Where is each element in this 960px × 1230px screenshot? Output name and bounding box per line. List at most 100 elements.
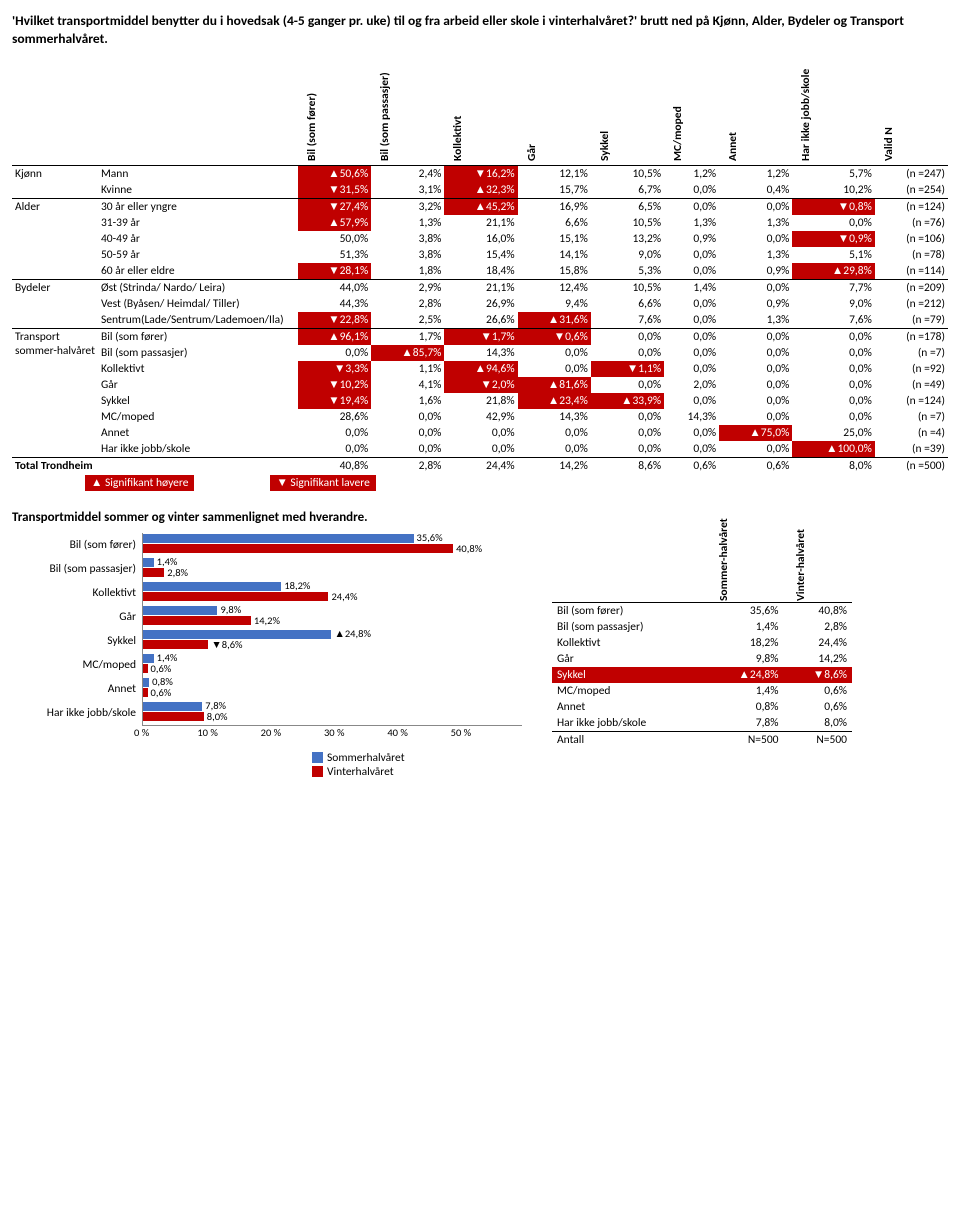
data-cell: ▲29,8%: [792, 263, 875, 280]
bar-value-label: 24,4%: [331, 592, 357, 602]
bar-value-label: 9,8%: [220, 605, 241, 615]
bar-chart: Bil (som fører)35,6%40,8%Bil (som passas…: [12, 533, 532, 725]
data-cell: 1,2%: [719, 165, 792, 182]
bar-summer: [143, 606, 217, 615]
data-cell: 3,1%: [371, 182, 444, 199]
data-cell: 0,0%: [591, 425, 664, 441]
data-cell: 0,0%: [719, 377, 792, 393]
data-cell: ▼28,1%: [298, 263, 371, 280]
data-cell: 0,4%: [719, 182, 792, 199]
data-cell: (n =78): [875, 247, 948, 263]
data-cell: ▲57,9%: [298, 215, 371, 231]
data-cell: 9,0%: [792, 296, 875, 312]
data-cell: 10,5%: [591, 279, 664, 296]
data-cell: ▲31,6%: [518, 312, 591, 329]
small-row-label: Sykkel: [552, 667, 706, 683]
small-cell: 40,8%: [783, 603, 852, 620]
data-cell: (n =254): [875, 182, 948, 199]
data-cell: 28,6%: [298, 409, 371, 425]
data-cell: 0,0%: [792, 345, 875, 361]
section2-title: Transportmiddel sommer og vinter sammenl…: [12, 510, 948, 525]
data-cell: 0,0%: [719, 279, 792, 296]
data-cell: 0,0%: [371, 425, 444, 441]
data-cell: 0,0%: [298, 425, 371, 441]
data-cell: 18,4%: [444, 263, 517, 280]
data-cell: 0,9%: [719, 296, 792, 312]
data-cell: (n =247): [875, 165, 948, 182]
data-cell: 0,0%: [792, 328, 875, 345]
bar-winter: [143, 664, 148, 673]
data-cell: 0,0%: [664, 247, 719, 263]
axis-tick: 50 %: [451, 726, 514, 739]
data-cell: (n =212): [875, 296, 948, 312]
chart-category-label: Bil (som passasjer): [12, 562, 142, 576]
data-cell: 2,5%: [371, 312, 444, 329]
data-cell: 6,7%: [591, 182, 664, 199]
bar-summer: [143, 558, 154, 567]
bar-value-label: ▼8,6%: [211, 640, 242, 650]
data-cell: 0,0%: [591, 441, 664, 458]
data-cell: 44,3%: [298, 296, 371, 312]
data-cell: 0,0%: [664, 263, 719, 280]
data-cell: ▲33,9%: [591, 393, 664, 409]
data-cell: ▼2,0%: [444, 377, 517, 393]
data-cell: 1,7%: [371, 328, 444, 345]
col-head: Sykkel: [591, 55, 664, 165]
chart-category-label: Har ikke jobb/skole: [12, 706, 142, 720]
data-cell: 15,1%: [518, 231, 591, 247]
axis-tick: 20 %: [261, 726, 324, 739]
col-head: Går: [518, 55, 591, 165]
data-cell: 3,2%: [371, 198, 444, 215]
chart-category-label: Bil (som fører): [12, 538, 142, 552]
data-cell: 0,0%: [719, 441, 792, 458]
bar-winter: [143, 592, 328, 601]
small-cell: ▲24,8%: [706, 667, 784, 683]
data-cell: (n =76): [875, 215, 948, 231]
bar-value-label: 18,2%: [284, 581, 310, 591]
data-cell: ▲96,1%: [298, 328, 371, 345]
data-cell: ▲94,6%: [444, 361, 517, 377]
bar-summer: [143, 678, 149, 687]
data-cell: 7,6%: [792, 312, 875, 329]
data-cell: 1,1%: [371, 361, 444, 377]
data-cell: 0,0%: [664, 393, 719, 409]
data-cell: 0,0%: [518, 425, 591, 441]
data-cell: ▲23,4%: [518, 393, 591, 409]
total-cell: (n =500): [875, 457, 948, 474]
row-label: 60 år eller eldre: [98, 263, 298, 280]
data-cell: 0,0%: [664, 361, 719, 377]
crosstab-table: Bil (som fører) Bil (som passasjer) Koll…: [12, 55, 948, 492]
data-cell: 0,0%: [444, 425, 517, 441]
data-cell: ▼1,1%: [591, 361, 664, 377]
data-cell: 6,6%: [591, 296, 664, 312]
data-cell: 4,1%: [371, 377, 444, 393]
chart-category-label: Annet: [12, 682, 142, 696]
group-label: Bydeler: [12, 279, 98, 328]
data-cell: 0,0%: [664, 296, 719, 312]
data-cell: 0,0%: [719, 361, 792, 377]
row-label: Sentrum(Lade/Sentrum/Lademoen/Ila): [98, 312, 298, 329]
bar-summer: [143, 702, 202, 711]
data-cell: (n =79): [875, 312, 948, 329]
row-label: 30 år eller yngre: [98, 198, 298, 215]
data-cell: 0,0%: [444, 441, 517, 458]
data-cell: ▼16,2%: [444, 165, 517, 182]
col-head: Bil (som passasjer): [371, 55, 444, 165]
small-cell: 0,6%: [783, 699, 852, 715]
row-label: Har ikke jobb/skole: [98, 441, 298, 458]
data-cell: ▼10,2%: [298, 377, 371, 393]
bar-value-label: 0,6%: [151, 688, 172, 698]
antall-cell: N=500: [783, 732, 852, 749]
row-label: MC/moped: [98, 409, 298, 425]
data-cell: 0,0%: [518, 345, 591, 361]
axis-tick: 30 %: [324, 726, 387, 739]
data-cell: 2,4%: [371, 165, 444, 182]
row-label: Vest (Byåsen/ Heimdal/ Tiller): [98, 296, 298, 312]
data-cell: 13,2%: [591, 231, 664, 247]
data-cell: 12,1%: [518, 165, 591, 182]
total-cell: 0,6%: [664, 457, 719, 474]
chart-category-label: MC/moped: [12, 658, 142, 672]
data-cell: 1,3%: [664, 215, 719, 231]
row-label: Bil (som passasjer): [98, 345, 298, 361]
data-cell: (n =92): [875, 361, 948, 377]
